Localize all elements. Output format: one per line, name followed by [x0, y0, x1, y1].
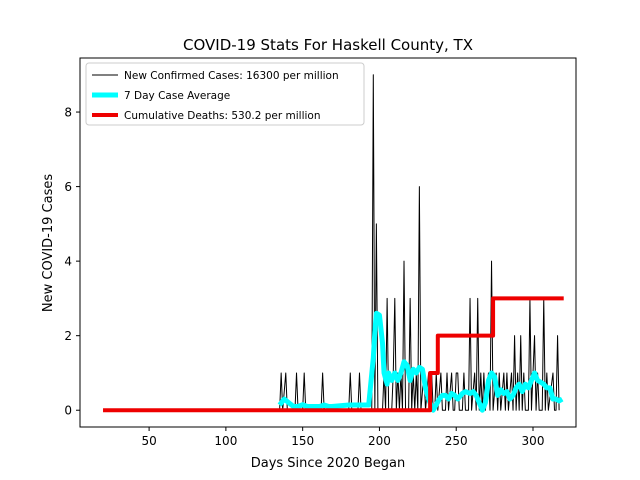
x-tick-label: 50 — [141, 434, 156, 448]
y-tick-label: 4 — [64, 255, 72, 269]
y-tick-label: 2 — [64, 329, 72, 343]
chart-title: COVID-19 Stats For Haskell County, TX — [183, 36, 473, 54]
axes-frame — [79, 57, 577, 428]
legend-box — [85, 62, 365, 126]
legend-label-0: New Confirmed Cases: 16300 per million — [124, 70, 339, 82]
x-axis: 50 100 150 200 250 300 — [141, 427, 544, 448]
plot-area — [79, 57, 577, 428]
legend-label-2: Cumulative Deaths: 530.2 per million — [124, 110, 321, 122]
x-tick-label: 100 — [214, 434, 237, 448]
y-tick-label: 8 — [64, 106, 72, 120]
x-tick-label: 200 — [368, 434, 391, 448]
x-tick-label: 150 — [291, 434, 314, 448]
x-tick-label: 300 — [522, 434, 545, 448]
x-tick-label: 250 — [445, 434, 468, 448]
series-line-2 — [103, 296, 564, 413]
series-line-1 — [277, 310, 564, 413]
legend-label-1: 7 Day Case Average — [124, 90, 230, 102]
y-tick-label: 6 — [64, 180, 72, 194]
x-axis-label: Days Since 2020 Began — [251, 456, 406, 471]
legend: New Confirmed Cases: 16300 per million 7 … — [85, 62, 365, 126]
y-axis: 0 2 4 6 8 — [64, 106, 80, 418]
y-tick-label: 0 — [64, 404, 72, 418]
y-axis-label: New COVID-19 Cases — [41, 174, 56, 312]
